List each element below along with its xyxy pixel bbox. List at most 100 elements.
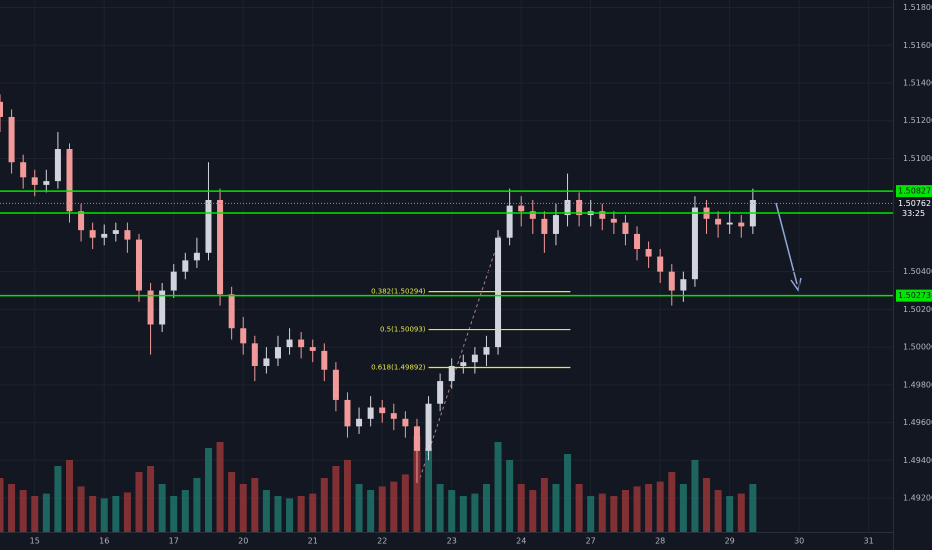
candle-body [506,205,513,238]
volume-bar [610,496,618,532]
arrow-head [790,277,802,292]
candle-body [344,399,351,427]
candle-body [66,149,73,212]
y-tick-label: 1.51200 [903,116,932,125]
candle-body [691,207,698,280]
candle-body [217,199,224,295]
volume-bar [112,496,120,532]
candle-body [286,339,293,348]
volume-bar [703,478,711,532]
candle-body [251,343,258,366]
arrow [775,202,798,285]
x-tick-label: 23 [447,537,457,546]
volume-bar [77,486,85,532]
volume-bar [297,496,305,532]
candle-body [680,279,687,291]
candle-body [263,358,270,366]
volume-bar [42,493,50,532]
y-tick-label: 1.49200 [903,494,932,503]
y-tick-label: 1.50000 [903,343,932,352]
volume-bar [691,460,699,532]
volume-bar [540,478,548,532]
x-tick-label: 20 [238,537,248,546]
candle-body [657,256,664,272]
volume-bar [564,454,572,532]
volume-bar [19,490,27,532]
volume-bar [239,484,247,532]
candle-body [20,162,27,178]
volume-bar [482,484,490,532]
candle-body [8,116,15,163]
x-tick-label: 30 [794,537,804,546]
level-tag [896,185,932,198]
candle-body [715,218,722,225]
volume-bar [494,442,502,532]
volume-bar [274,496,282,532]
candle-body [54,149,61,182]
fib-label: 0.382(1.50294) [371,288,426,296]
volume-bar [89,496,97,532]
volume-bar [448,490,456,532]
candle-body [448,365,455,382]
candle-body [147,290,154,325]
volume-bar [320,478,328,532]
candle-body [228,294,235,329]
candle-body [298,339,305,348]
volume-bar [204,448,212,532]
candle-body [193,252,200,261]
volume-bar [726,496,734,532]
candle-body [599,211,606,219]
candle-body [135,239,142,291]
candle-body [564,199,571,216]
volume-bar [436,484,444,532]
volume-bar [286,498,294,532]
candle-body [170,271,177,291]
volume-bar [262,490,270,532]
candle-body [518,205,525,212]
volume-bar [425,448,433,532]
level-label: 1.50827 [898,187,931,196]
y-tick-label: 1.51000 [903,154,932,163]
candle-body [425,403,432,451]
last-price-label: 1.50762 [898,199,931,208]
candle-body [552,215,559,234]
candle-body [541,218,548,234]
candle-body [379,407,386,414]
volume-bar [54,466,62,532]
x-tick-label: 27 [586,537,596,546]
volume-bar [193,478,201,532]
candle-body [402,418,409,427]
candle-body [89,230,96,238]
candle-body [483,347,490,355]
volume-bar [621,490,629,532]
candle-body [124,230,131,240]
y-tick-label: 1.51600 [903,41,932,50]
candle-body [159,290,166,325]
volume-bar [517,484,525,532]
last-price-tag [896,197,932,220]
volume-bar [135,472,143,532]
volume-bar [668,472,676,532]
volume-bar [181,490,189,532]
candle-body [182,260,189,272]
candle-body [413,426,420,451]
volume-bar [158,484,166,532]
volume-bar [31,496,39,532]
candle-body [240,328,247,344]
volume-bar [147,466,155,532]
volume-bar [8,484,16,532]
candle-body [309,347,316,351]
volume-bar [598,493,606,532]
volume-bar [343,460,351,532]
volume-bar [679,484,687,532]
x-tick-label: 15 [30,537,40,546]
volume-bar [749,484,757,532]
candle-body [471,354,478,363]
x-tick-label: 31 [864,537,874,546]
volume-bar [529,490,537,532]
candle-body [529,211,536,219]
countdown: 33:25 [902,209,925,218]
volume-bar [737,493,745,532]
candle-body [726,222,733,225]
volume-bar [309,493,317,532]
